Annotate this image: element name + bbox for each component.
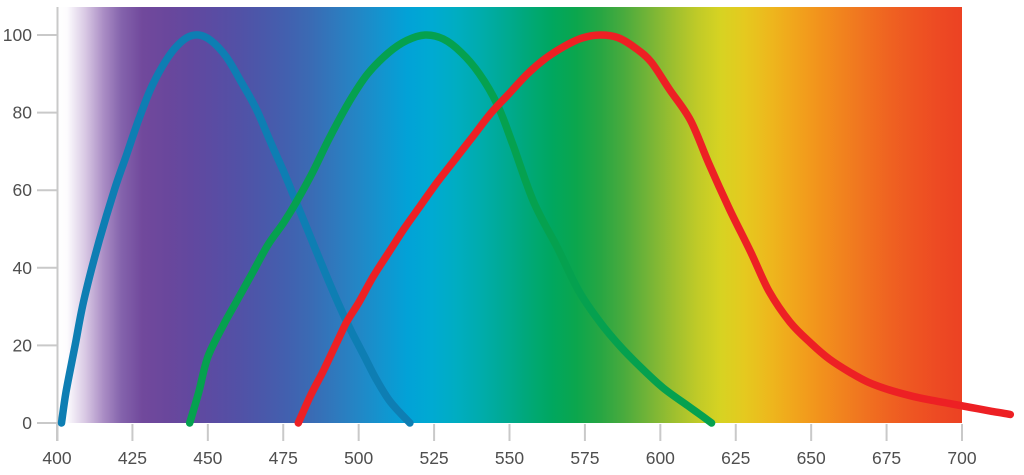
green-curve: [185, 31, 716, 427]
red-curve: [294, 31, 1015, 427]
y-axis-tick-label: 40: [13, 258, 33, 278]
x-axis-tick-label: 525: [419, 448, 448, 468]
x-axis-tick-label: 600: [646, 448, 675, 468]
y-axis-tick-label: 100: [3, 25, 32, 45]
x-axis-tick-label: 400: [42, 448, 71, 468]
x-axis-tick-label: 450: [193, 448, 222, 468]
blue-curve: [57, 31, 414, 427]
x-axis-tick-label: 675: [872, 448, 901, 468]
x-axis-tick-label: 550: [495, 448, 524, 468]
x-axis-tick-label: 650: [797, 448, 826, 468]
y-axis-tick-label: 20: [13, 335, 33, 355]
x-axis-tick-label: 575: [570, 448, 599, 468]
x-axis-tick-label: 500: [344, 448, 373, 468]
x-axis-tick-label: 700: [947, 448, 976, 468]
y-axis-tick-label: 80: [13, 103, 33, 123]
y-axis-tick-label: 60: [13, 180, 33, 200]
x-axis-tick-label: 625: [721, 448, 750, 468]
y-axis-tick-label: 0: [22, 413, 32, 433]
x-axis-tick-label: 475: [269, 448, 298, 468]
x-axis-tick-label: 425: [118, 448, 147, 468]
